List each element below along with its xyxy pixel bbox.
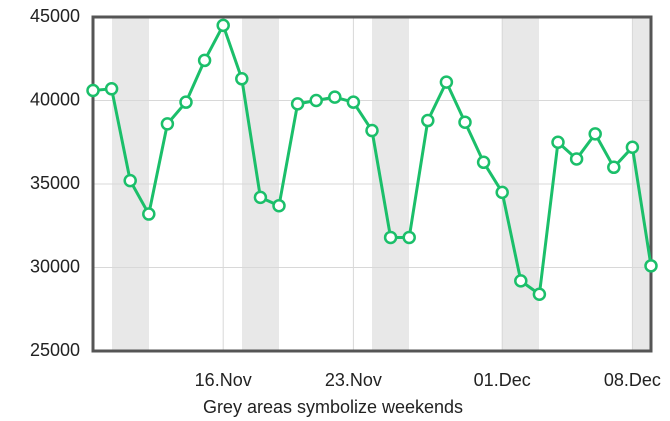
point [383,230,398,245]
point [179,95,193,109]
point [86,83,100,98]
point [514,274,528,288]
series [86,18,658,301]
point [309,93,323,108]
point [328,90,342,104]
point [495,185,509,200]
y-tick-label: 25000 [30,340,80,360]
point [365,123,379,138]
point [607,160,621,175]
point [569,152,584,166]
y-tick-label: 45000 [30,6,80,26]
caption: Grey areas symbolize weekends [203,397,463,417]
point [476,155,491,170]
point [197,53,212,68]
point [439,75,454,89]
point [644,259,658,273]
point [346,95,361,109]
y-tick-label: 40000 [30,89,80,109]
point [588,127,602,141]
point [142,207,156,221]
x-tick-label: 08.Dec [604,370,661,390]
point [458,115,472,129]
point [290,97,305,111]
point [402,230,416,245]
point [253,190,268,205]
point [625,140,640,155]
x-tick-label: 23.Nov [325,370,382,390]
y-tick-label: 30000 [30,256,80,276]
y-tick-label: 35000 [30,173,80,193]
point [104,82,119,96]
plot-frame [91,15,653,353]
point [421,113,435,128]
x-tick-label: 16.Nov [195,370,252,390]
point [235,72,249,86]
point [532,287,547,301]
point [160,117,175,131]
point [272,198,286,213]
x-tick-label: 01.Dec [474,370,531,390]
point [551,135,565,149]
point [123,173,137,188]
point [216,18,230,33]
